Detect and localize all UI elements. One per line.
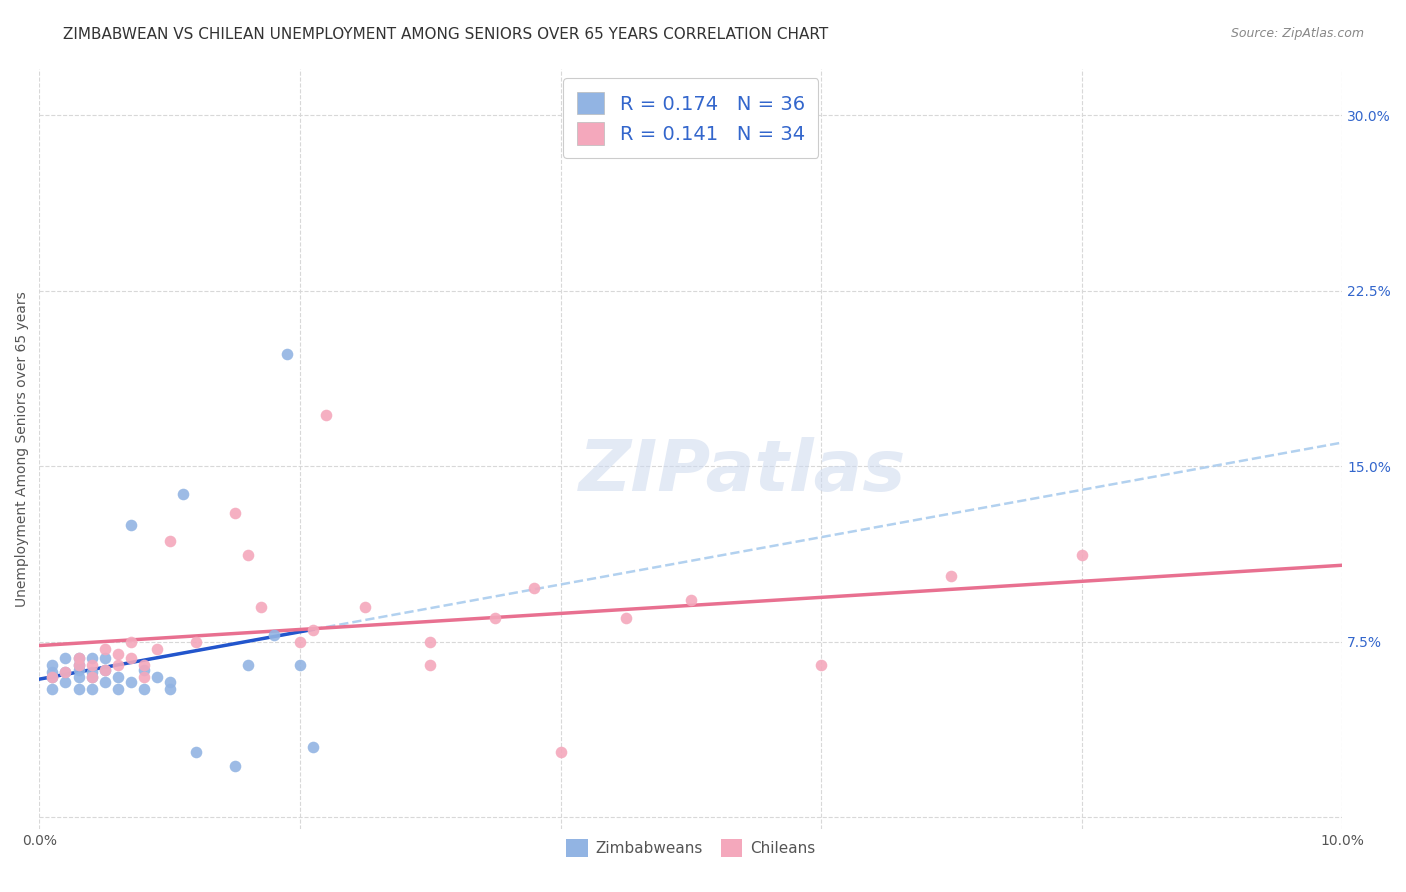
Point	[354, 599, 377, 614]
Point	[172, 487, 194, 501]
Point	[132, 670, 155, 684]
Point	[1070, 548, 1092, 562]
Point	[93, 663, 115, 677]
Text: ZIMBABWEAN VS CHILEAN UNEMPLOYMENT AMONG SENIORS OVER 65 YEARS CORRELATION CHART: ZIMBABWEAN VS CHILEAN UNEMPLOYMENT AMONG…	[63, 27, 828, 42]
Legend: Zimbabweans, Chileans: Zimbabweans, Chileans	[560, 833, 821, 863]
Point	[41, 665, 63, 680]
Point	[132, 658, 155, 673]
Point	[250, 599, 273, 614]
Point	[145, 641, 167, 656]
Point	[276, 347, 298, 361]
Point	[107, 658, 129, 673]
Point	[484, 611, 506, 625]
Point	[941, 569, 963, 583]
Point	[67, 663, 90, 677]
Point	[107, 681, 129, 696]
Point	[93, 663, 115, 677]
Point	[159, 674, 181, 689]
Point	[120, 517, 142, 532]
Point	[315, 408, 337, 422]
Point	[132, 663, 155, 677]
Point	[120, 651, 142, 665]
Point	[184, 635, 207, 649]
Point	[55, 665, 77, 680]
Point	[419, 635, 441, 649]
Point	[80, 658, 103, 673]
Point	[80, 681, 103, 696]
Point	[41, 681, 63, 696]
Point	[55, 651, 77, 665]
Point	[67, 651, 90, 665]
Point	[224, 506, 246, 520]
Point	[80, 665, 103, 680]
Point	[107, 647, 129, 661]
Point	[41, 658, 63, 673]
Point	[67, 658, 90, 673]
Point	[41, 670, 63, 684]
Point	[419, 658, 441, 673]
Point	[263, 628, 285, 642]
Point	[41, 670, 63, 684]
Point	[107, 670, 129, 684]
Point	[80, 670, 103, 684]
Point	[302, 740, 325, 755]
Point	[93, 641, 115, 656]
Point	[679, 592, 702, 607]
Point	[159, 534, 181, 549]
Point	[288, 635, 311, 649]
Text: Source: ZipAtlas.com: Source: ZipAtlas.com	[1230, 27, 1364, 40]
Point	[184, 745, 207, 759]
Point	[67, 651, 90, 665]
Point	[132, 681, 155, 696]
Point	[614, 611, 637, 625]
Point	[67, 681, 90, 696]
Point	[288, 658, 311, 673]
Point	[159, 681, 181, 696]
Point	[67, 658, 90, 673]
Point	[120, 635, 142, 649]
Point	[145, 670, 167, 684]
Point	[810, 658, 832, 673]
Point	[67, 670, 90, 684]
Point	[302, 623, 325, 637]
Y-axis label: Unemployment Among Seniors over 65 years: Unemployment Among Seniors over 65 years	[15, 291, 30, 607]
Text: ZIPatlas: ZIPatlas	[579, 437, 907, 506]
Point	[236, 658, 259, 673]
Point	[120, 674, 142, 689]
Point	[80, 651, 103, 665]
Point	[236, 548, 259, 562]
Point	[550, 745, 572, 759]
Point	[93, 674, 115, 689]
Point	[93, 651, 115, 665]
Point	[55, 665, 77, 680]
Point	[224, 759, 246, 773]
Point	[55, 674, 77, 689]
Point	[80, 670, 103, 684]
Point	[523, 581, 546, 595]
